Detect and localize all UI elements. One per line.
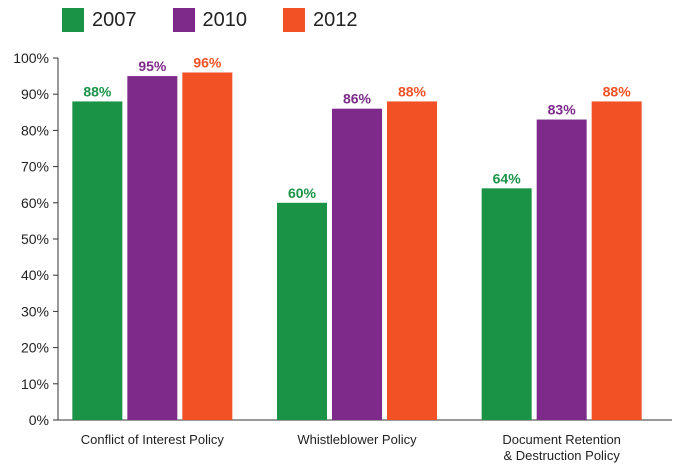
- legend-label-2010: 2010: [202, 8, 248, 31]
- data-label: 64%: [493, 170, 522, 186]
- bar: [332, 108, 382, 421]
- y-tick-label: 10%: [21, 376, 49, 392]
- y-tick-label: 80%: [21, 122, 49, 138]
- legend-swatch-2007: [62, 8, 84, 32]
- chart-legend: 2007 2010 2012: [62, 8, 394, 32]
- bar: [481, 188, 532, 420]
- data-label: 83%: [548, 102, 577, 118]
- y-tick-label: 0%: [29, 412, 49, 428]
- y-tick-label: 40%: [21, 267, 49, 283]
- data-label: 60%: [288, 185, 317, 201]
- data-label: 88%: [603, 83, 632, 99]
- x-tick-label: Document Retention: [502, 432, 621, 447]
- y-tick-label: 60%: [21, 195, 49, 211]
- legend-swatch-2010: [172, 8, 195, 32]
- data-label: 86%: [343, 91, 372, 107]
- y-tick-label: 70%: [21, 159, 49, 175]
- y-tick-label: 50%: [21, 231, 49, 247]
- legend-item-2010: 2010: [172, 8, 248, 32]
- data-label: 95%: [138, 58, 167, 74]
- legend-label-2007: 2007: [92, 8, 137, 31]
- x-tick-label: Conflict of Interest Policy: [81, 432, 225, 447]
- bar: [536, 119, 587, 420]
- legend-item-2007: 2007: [62, 8, 137, 32]
- bar: [277, 202, 327, 420]
- legend-swatch-2012: [283, 8, 305, 32]
- legend-item-2012: 2012: [283, 8, 358, 32]
- x-tick-label: & Destruction Policy: [504, 448, 621, 463]
- y-tick-label: 20%: [21, 340, 49, 356]
- data-label: 88%: [398, 83, 427, 99]
- y-tick-label: 90%: [21, 86, 49, 102]
- legend-label-2012: 2012: [313, 8, 358, 31]
- y-tick-label: 100%: [13, 50, 49, 66]
- bar: [591, 101, 642, 420]
- x-tick-label: Whistleblower Policy: [297, 432, 417, 447]
- bar: [127, 76, 178, 420]
- bar: [72, 101, 123, 420]
- bar: [182, 72, 233, 420]
- y-tick-label: 30%: [21, 303, 49, 319]
- data-label: 88%: [83, 83, 112, 99]
- data-label: 96%: [193, 54, 222, 70]
- bar: [387, 101, 437, 420]
